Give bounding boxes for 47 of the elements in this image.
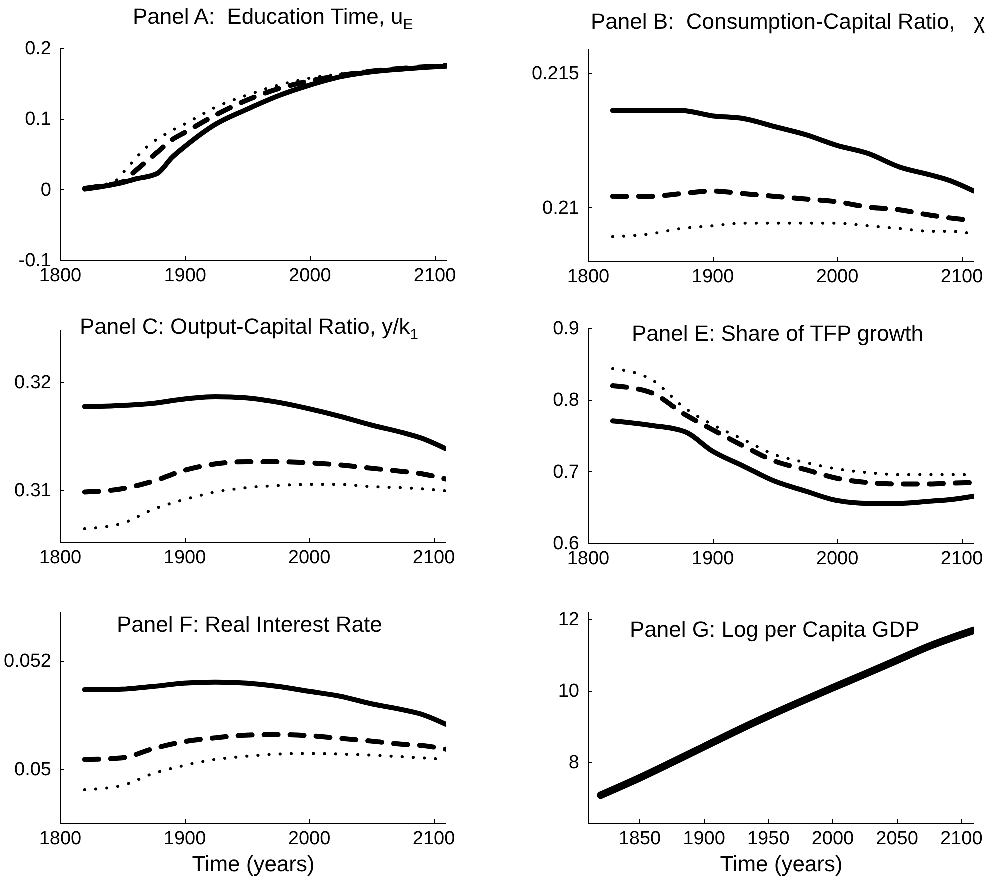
y-tick-label: 0.05 — [14, 759, 52, 780]
y-tick-label: 0.2 — [25, 38, 52, 60]
x-tick-label: 1900 — [164, 266, 206, 286]
x-tick-label: 1900 — [164, 828, 206, 850]
x-tick-label: 1950 — [747, 828, 790, 850]
chart-title: Panel E: Share of TFP growth — [632, 321, 924, 346]
x-tick-label: 2100 — [940, 828, 983, 850]
chart-title: Panel G: Log per Capita GDP — [630, 617, 920, 642]
x-tick-label: 2000 — [816, 548, 859, 570]
x-tick-label: 2100 — [940, 548, 984, 570]
x-tick-label: 1850 — [618, 828, 662, 850]
chart-title: Panel B: Consumption-Capital Ratio, χ — [591, 9, 986, 34]
x-tick-label: 1800 — [567, 266, 610, 288]
x-tick-label: 1800 — [39, 548, 82, 568]
x-tick-label: 1900 — [683, 828, 726, 850]
y-tick-label: 0.052 — [4, 651, 52, 672]
x-tick-label: 2100 — [412, 828, 456, 850]
x-tick-label: 2100 — [412, 548, 456, 568]
chart-title: Panel F: Real Interest Rate — [117, 612, 382, 637]
x-axis-title: Time (years) — [720, 852, 843, 876]
y-tick-label: 0.1 — [25, 109, 52, 130]
x-tick-label: 1800 — [39, 828, 82, 850]
x-tick-label: 1900 — [692, 266, 734, 288]
x-tick-label: 2100 — [414, 266, 456, 286]
x-tick-label: 2000 — [812, 828, 854, 850]
y-tick-label: 0 — [40, 180, 52, 201]
chart-title: Panel C: Output-Capital Ratio, y/k$_{1}$ — [80, 314, 418, 346]
x-tick-label: 2000 — [816, 266, 859, 288]
y-tick-label: 0.9 — [553, 318, 580, 340]
x-tick-label: 2100 — [940, 266, 984, 288]
y-tick-label: 0.31 — [14, 480, 52, 502]
x-axis-title: Time (years) — [192, 852, 315, 876]
x-tick-label: 2000 — [288, 828, 331, 850]
x-tick-label: 2050 — [876, 828, 918, 850]
x-tick-label: 2000 — [289, 266, 332, 286]
y-tick-label: 0.8 — [553, 390, 580, 412]
x-tick-label: 2000 — [288, 548, 331, 568]
y-tick-label: 8 — [568, 752, 580, 774]
y-tick-label: 10 — [558, 681, 580, 702]
y-tick-label: 0.7 — [553, 462, 580, 483]
y-tick-label: 0.21 — [542, 198, 580, 219]
x-tick-label: 1900 — [164, 548, 206, 568]
chart-title: Panel A: Education Time, u$_{E}$ — [133, 4, 414, 36]
y-tick-label: 12 — [558, 610, 580, 631]
y-tick-label: 0.32 — [14, 372, 52, 394]
y-tick-label: 0.215 — [532, 64, 580, 85]
x-tick-label: 1900 — [692, 548, 734, 570]
